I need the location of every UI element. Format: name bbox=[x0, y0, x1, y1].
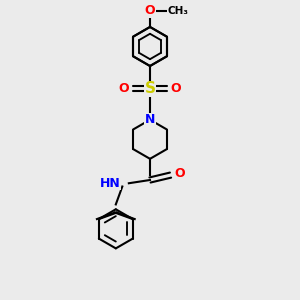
Text: O: O bbox=[174, 167, 184, 180]
Text: O: O bbox=[171, 82, 182, 95]
Text: HN: HN bbox=[100, 177, 121, 190]
Text: N: N bbox=[145, 113, 155, 126]
Text: O: O bbox=[118, 82, 129, 95]
Text: S: S bbox=[145, 81, 155, 96]
Text: CH₃: CH₃ bbox=[167, 6, 188, 16]
Text: O: O bbox=[145, 4, 155, 17]
